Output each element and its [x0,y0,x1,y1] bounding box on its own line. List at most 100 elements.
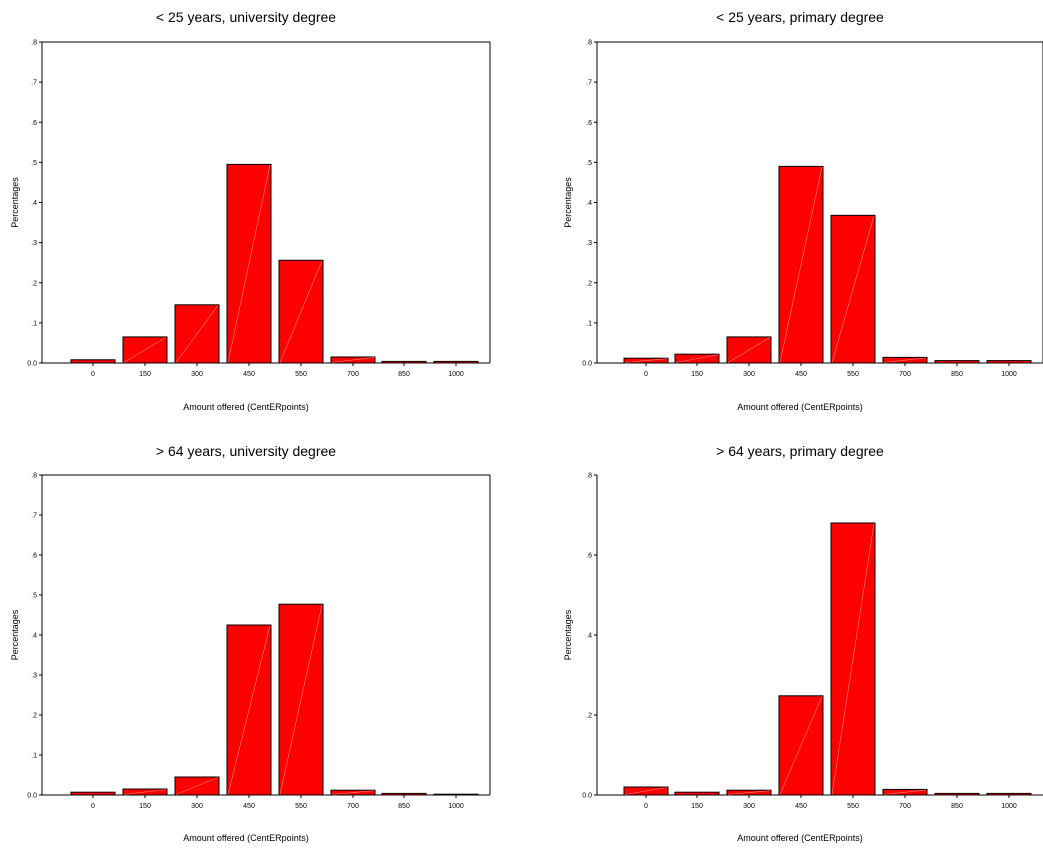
x-tick-label: 1000 [448,371,464,378]
x-tick-label: 1000 [1001,371,1017,378]
bar-shading [727,337,771,363]
bar-1000 [986,792,1032,796]
bar-shading [279,604,323,795]
bar-shading [227,625,271,795]
bar-850 [381,792,427,796]
x-tick-label: 0 [91,803,95,810]
y-tick-label: 0.0 [27,793,37,800]
x-tick-label: 700 [347,371,359,378]
y-axis-label: Percentages [563,609,573,660]
bar-shading [123,789,167,795]
bar-shading [883,357,927,363]
y-tick-label: .3 [31,240,37,247]
x-tick-label: 1000 [448,803,464,810]
bar-shading [331,790,375,795]
x-tick-label: 700 [347,803,359,810]
y-tick-label: .2 [31,280,37,287]
x-tick-label: 550 [847,803,859,810]
y-tick-label: .6 [586,120,592,127]
y-tick-label: .2 [31,713,37,720]
y-axis-label: Percentages [10,177,20,228]
bar-850 [381,360,427,364]
y-tick-label: .7 [31,80,37,87]
bar-1000 [433,360,479,364]
y-tick-label: .2 [586,280,592,287]
y-tick-label: .6 [31,553,37,560]
x-tick-label: 300 [743,803,755,810]
y-tick-label: 0.0 [582,361,592,368]
bar-shading [175,305,219,363]
bar-850 [934,792,980,796]
x-tick-label: 150 [691,803,703,810]
bar-shading [831,215,875,363]
y-tick-label: .5 [31,160,37,167]
bar-shading [675,354,719,363]
x-tick-label: 700 [899,803,911,810]
x-tick-label: 450 [795,803,807,810]
x-tick-label: 300 [743,371,755,378]
x-tick-label: 850 [398,803,410,810]
x-tick-label: 450 [795,371,807,378]
y-tick-label: .5 [31,593,37,600]
bar-shading [831,523,875,795]
bar-0 [70,791,116,796]
bar-shading [331,357,375,363]
x-tick-label: 300 [191,803,203,810]
chart-panel-1: < 25 years, university degree 0.0 .1 .2 .3 .4… [10,9,491,412]
y-tick-label: .4 [31,200,37,207]
y-tick-label: .4 [586,200,592,207]
chart-title: > 64 years, primary degree [716,443,884,459]
y-axis-label: Percentages [563,177,573,228]
y-tick-label: .1 [586,320,592,327]
x-tick-label: 0 [91,371,95,378]
x-tick-label: 1000 [1001,803,1017,810]
x-tick-label: 550 [847,371,859,378]
y-tick-label: .6 [31,120,37,127]
x-tick-label: 550 [295,371,307,378]
bar-1000 [433,793,479,796]
chart-title: > 64 years, university degree [156,443,336,459]
x-tick-label: 850 [951,803,963,810]
x-axis-label: Amount offered (CentERpoints) [183,402,308,412]
y-tick-label: .3 [31,673,37,680]
bar-1000 [986,360,1032,364]
x-axis-label: Amount offered (CentERpoints) [737,833,862,843]
y-tick-label: 0.0 [582,793,592,800]
x-axis-label: Amount offered (CentERpoints) [737,402,862,412]
y-tick-label: 0.0 [27,361,37,368]
bar-shading [279,260,323,363]
chart-panel-2: < 25 years, primary degree 0.0 .1 .2 .3 .4 .5.… [563,9,1043,412]
x-tick-label: 300 [191,371,203,378]
y-tick-label: .8 [31,40,37,47]
y-tick-label: .8 [31,473,37,480]
bar-shading [227,164,271,363]
x-axis-label: Amount offered (CentERpoints) [183,833,308,843]
bar-shading [883,789,927,795]
x-tick-label: 150 [691,371,703,378]
y-tick-label: .3 [586,240,592,247]
bar-0 [70,359,116,364]
chart-panel-4: > 64 years, primary degree 0.0 .2 .4 .6 .8 Per… [563,443,1043,843]
bar-150 [674,791,720,796]
y-tick-label: .4 [586,633,592,640]
y-tick-label: .5 [586,160,592,167]
bar-shading [175,777,219,795]
bar-shading [727,790,771,795]
x-tick-label: 150 [139,803,151,810]
chart-title: < 25 years, university degree [156,9,336,25]
x-tick-label: 0 [644,803,648,810]
y-tick-label: .7 [31,513,37,520]
bar-850 [934,360,980,364]
y-tick-label: .4 [31,633,37,640]
y-tick-label: .1 [31,753,37,760]
x-tick-label: 850 [951,371,963,378]
bar-shading [624,787,668,795]
bar-shading [624,358,668,363]
y-tick-label: .8 [586,473,592,480]
x-tick-label: 450 [243,371,255,378]
x-tick-label: 700 [899,371,911,378]
y-tick-label: .2 [586,713,592,720]
y-axis-label: Percentages [10,609,20,660]
x-tick-label: 550 [295,803,307,810]
